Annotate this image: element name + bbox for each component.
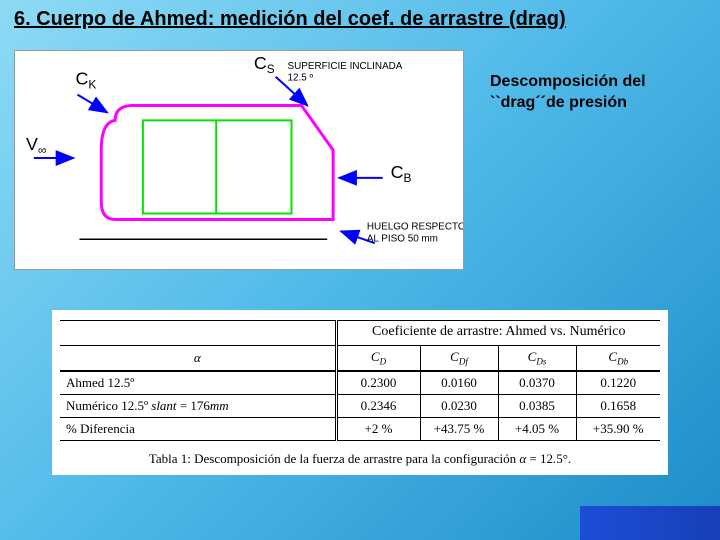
corner-accent — [580, 506, 720, 540]
huelgo-label-1: HUELGO RESPECTO — [367, 221, 463, 232]
page-title: 6. Cuerpo de Ahmed: medición del coef. d… — [14, 8, 566, 31]
cb-label: CB — [391, 162, 412, 185]
cs-desc2: 12.5 º — [288, 73, 314, 84]
table-row: % Diferencia +2 % +43.75 % +4.05 % +35.9… — [60, 417, 660, 440]
ahmed-body-diagram: CK CS SUPERFICIE INCLINADA 12.5 º V∞ CB … — [14, 50, 464, 270]
table-row: Numérico 12.5º slant = 176mm 0.2346 0.02… — [60, 394, 660, 417]
drag-coeff-table-box: Coeficiente de arrastre: Ahmed vs. Numér… — [52, 310, 668, 475]
th-alpha: α — [194, 350, 201, 365]
cs-desc1: SUPERFICIE INCLINADA — [288, 61, 403, 72]
table-caption: Tabla 1: Descomposición de la fuerza de … — [60, 451, 660, 467]
vinf-label: V∞ — [26, 134, 46, 157]
ck-label: CK — [76, 69, 97, 92]
table-title: Coeficiente de arrastre: Ahmed vs. Numér… — [344, 324, 655, 340]
huelgo-label-2: AL PISO 50 mm — [367, 233, 438, 244]
ck-arrow — [77, 95, 107, 113]
table-row: Ahmed 12.5º 0.2300 0.0160 0.0370 0.1220 — [60, 371, 660, 395]
cs-label: CS — [254, 53, 275, 76]
inner-rect — [143, 120, 292, 213]
drag-coeff-table: Coeficiente de arrastre: Ahmed vs. Numér… — [60, 320, 660, 441]
diagram-caption: Descomposición del ``drag´´de presión — [490, 72, 646, 114]
